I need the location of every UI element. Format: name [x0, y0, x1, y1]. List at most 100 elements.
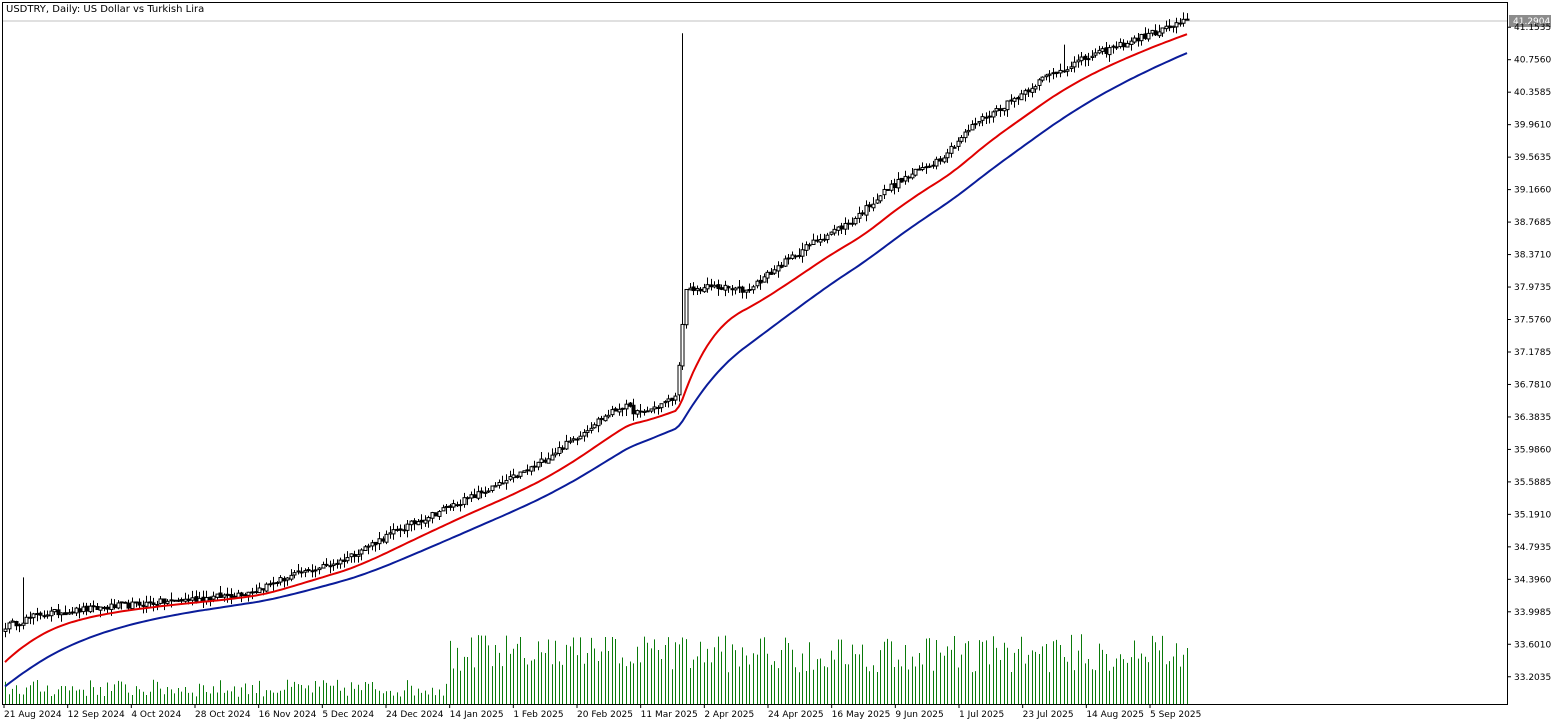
candle-body [398, 528, 403, 531]
candle-body [705, 284, 710, 290]
candle-body [557, 447, 562, 454]
candle-body [31, 613, 36, 619]
candle-body [472, 494, 477, 499]
candle-body [303, 570, 308, 573]
candle-body [719, 287, 724, 290]
candle-body [853, 217, 858, 225]
candle-body [1026, 89, 1031, 93]
candle-body [1019, 93, 1024, 101]
candle-body [324, 563, 329, 566]
candle-body [1047, 73, 1052, 76]
candle-body [239, 592, 244, 597]
candle-body [1030, 87, 1035, 93]
candle-body [1005, 100, 1010, 111]
candle-body [980, 116, 985, 121]
y-tick-label: 39.1660 [1514, 186, 1551, 196]
candle-body [610, 409, 615, 416]
candle-body [1069, 66, 1074, 69]
candle-body [970, 123, 975, 131]
candle-body [493, 485, 498, 488]
x-tick-label: 21 Aug 2024 [4, 710, 62, 720]
candle-body [462, 497, 467, 505]
candle-body [927, 165, 932, 168]
y-tick-label: 34.3960 [1514, 575, 1551, 585]
candle-body [804, 244, 809, 251]
candle-body [596, 418, 601, 427]
candle-body [264, 583, 269, 592]
candle-body [7, 622, 12, 630]
candle-body [511, 474, 516, 479]
candle-body [673, 395, 678, 401]
y-tick-label: 40.3585 [1514, 88, 1551, 98]
candle-body [846, 222, 851, 225]
candle-body [126, 602, 131, 609]
x-tick-label: 5 Dec 2024 [322, 710, 374, 720]
candle-body [1033, 86, 1038, 90]
candle-body [680, 323, 685, 367]
moving-average-line [4, 52, 1188, 688]
candle-body [317, 567, 322, 571]
candle-body [843, 222, 848, 230]
candle-body [116, 602, 121, 609]
candle-body [659, 403, 664, 409]
candle-body [938, 158, 943, 162]
y-tick-label: 33.6010 [1514, 640, 1551, 650]
candle-body [112, 604, 117, 609]
candle-body [1129, 40, 1134, 45]
y-tick-label: 37.1785 [1514, 348, 1551, 358]
candle-body [553, 452, 558, 456]
candle-body [377, 538, 382, 545]
candle-body [691, 286, 696, 292]
candle-body [751, 286, 756, 291]
x-tick-label: 14 Jan 2025 [450, 710, 504, 720]
candle-body [285, 577, 290, 581]
candle-body [356, 554, 361, 557]
candle-body [88, 605, 93, 613]
candle-body [617, 408, 622, 413]
candle-body [52, 608, 57, 613]
candle-body [920, 166, 925, 170]
candle-body [518, 471, 523, 477]
candle-body [1083, 55, 1088, 60]
candle-body [504, 479, 509, 484]
candle-body [952, 146, 957, 149]
candle-body [486, 490, 491, 493]
candle-body [1157, 31, 1162, 37]
candle-body [391, 529, 396, 535]
candle-body [38, 612, 43, 616]
candle-body [63, 612, 68, 616]
candle-body [218, 592, 223, 598]
candle-body [776, 265, 781, 272]
y-tick-label: 39.9610 [1514, 121, 1551, 131]
candle-body [1114, 46, 1119, 49]
candle-body [793, 255, 798, 258]
candle-body [426, 517, 431, 522]
candle-body [222, 594, 227, 598]
candle-body [575, 438, 580, 441]
candle-body [603, 415, 608, 422]
candle-body [225, 593, 230, 597]
volume-bars [5, 634, 1188, 704]
candle-body [458, 504, 463, 507]
candle-body [130, 601, 135, 610]
candle-body [14, 620, 19, 627]
candle-body [250, 591, 255, 594]
candle-body [271, 582, 276, 585]
x-tick-label: 24 Apr 2025 [768, 710, 824, 720]
candle-body [550, 454, 555, 461]
candle-body [451, 503, 456, 508]
candle-body [726, 286, 731, 289]
moving-averages [4, 33, 1188, 688]
candle-body [232, 595, 237, 598]
candle-body [10, 620, 15, 623]
x-tick-label: 16 Nov 2024 [259, 710, 317, 720]
candle-body [536, 461, 541, 468]
candle-body [871, 203, 876, 209]
x-axis: 21 Aug 2024 12 Sep 2024 4 Oct 2024 28 Oct 2… [3, 704, 1201, 720]
candle-body [910, 173, 915, 179]
candle-body [560, 447, 565, 450]
candle-body [1044, 74, 1049, 78]
candle-body [677, 364, 682, 396]
candle-body [345, 557, 350, 562]
